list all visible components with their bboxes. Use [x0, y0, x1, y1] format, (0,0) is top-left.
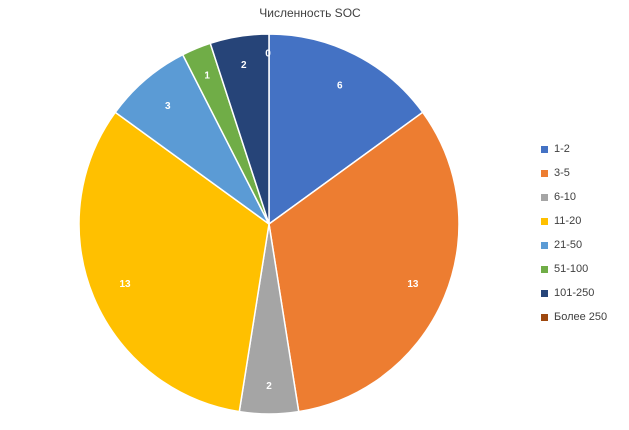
data-label-21-50: 3 [165, 101, 171, 112]
data-label-более-250: 0 [265, 49, 271, 60]
legend-item-101-250: 101-250 [541, 281, 607, 305]
legend-swatch [541, 145, 548, 153]
legend-label: 51-100 [554, 263, 589, 275]
data-label-6-10: 2 [266, 381, 272, 392]
legend-swatch [541, 265, 548, 273]
pie-slices [78, 33, 460, 415]
data-label-51-100: 1 [204, 70, 210, 81]
legend-item-11-20: 11-20 [541, 209, 607, 233]
legend-swatch [541, 169, 548, 177]
pie-data-labels: 6 13 2 13 3 1 2 0 [119, 49, 418, 393]
pie-slice-3-5 [268, 111, 460, 413]
legend-item-более-250: Более 250 [541, 305, 607, 329]
legend-item-6-10: 6-10 [541, 185, 607, 209]
data-label-1-2: 6 [337, 81, 343, 92]
legend-item-1-2: 1-2 [541, 137, 607, 161]
legend: 1-2 3-5 6-10 11-20 21-50 51-100 101-250 Более 2… [541, 137, 607, 329]
legend-swatch [541, 241, 548, 249]
legend-swatch [541, 217, 548, 225]
pie-slice-101-250 [209, 33, 270, 225]
legend-label: Более 250 [554, 311, 608, 323]
legend-label: 101-250 [554, 287, 595, 299]
data-label-11-20: 13 [119, 279, 131, 290]
legend-swatch [541, 193, 548, 201]
chart-title: Численность SOC [259, 6, 361, 20]
legend-label: 1-2 [554, 143, 570, 155]
data-label-101-250: 2 [241, 60, 247, 71]
legend-swatch [541, 313, 548, 321]
legend-label: 3-5 [554, 167, 570, 179]
legend-item-3-5: 3-5 [541, 161, 607, 185]
legend-label: 11-20 [554, 215, 582, 227]
data-label-3-5: 13 [407, 279, 419, 290]
legend-swatch [541, 289, 548, 297]
legend-item-21-50: 21-50 [541, 233, 607, 257]
legend-label: 21-50 [554, 239, 583, 251]
legend-item-51-100: 51-100 [541, 257, 607, 281]
legend-label: 6-10 [554, 191, 577, 203]
pie-slice-11-20 [78, 111, 270, 413]
pie-slice-1-2 [268, 33, 424, 226]
